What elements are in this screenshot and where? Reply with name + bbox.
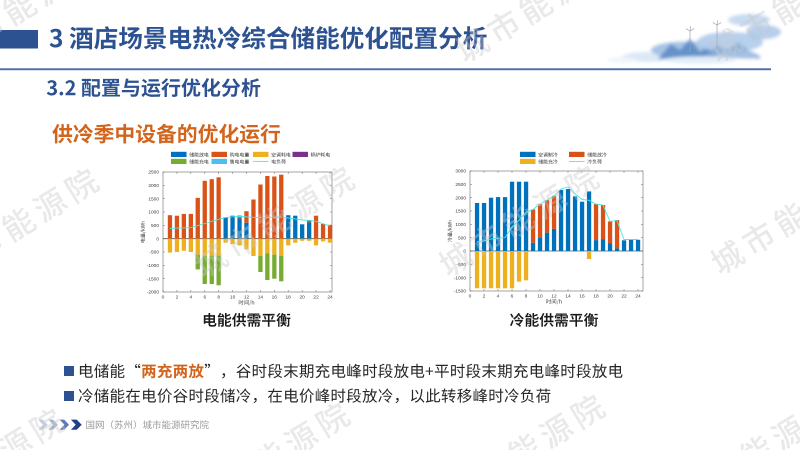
svg-text:1000: 1000	[148, 210, 159, 216]
svg-text:3000: 3000	[455, 169, 466, 175]
svg-text:4: 4	[189, 295, 192, 301]
svg-text:-1000: -1000	[147, 263, 160, 269]
svg-text:10: 10	[537, 294, 543, 300]
svg-text:10: 10	[230, 295, 236, 301]
svg-text:1500: 1500	[148, 196, 159, 202]
svg-text:0: 0	[156, 236, 159, 242]
svg-text:-1000: -1000	[454, 275, 467, 281]
svg-text:500: 500	[458, 235, 466, 241]
svg-text:-1500: -1500	[454, 289, 467, 295]
svg-text:2: 2	[176, 295, 179, 301]
svg-text:22: 22	[621, 294, 627, 300]
svg-text:16: 16	[579, 294, 585, 300]
svg-text:8: 8	[525, 294, 528, 300]
svg-text:-1500: -1500	[147, 276, 160, 282]
svg-text:20: 20	[607, 294, 613, 300]
svg-text:16: 16	[272, 295, 278, 301]
svg-text:24: 24	[635, 294, 641, 300]
svg-text:20: 20	[300, 295, 306, 301]
svg-text:2000: 2000	[148, 183, 159, 189]
svg-text:500: 500	[151, 223, 159, 229]
svg-text:18: 18	[286, 295, 292, 301]
svg-text:14: 14	[258, 295, 264, 301]
svg-text:18: 18	[593, 294, 599, 300]
svg-text:2: 2	[483, 294, 486, 300]
svg-text:2000: 2000	[455, 195, 466, 201]
svg-text:12: 12	[551, 294, 557, 300]
svg-text:14: 14	[565, 294, 571, 300]
svg-text:1500: 1500	[455, 209, 466, 215]
svg-text:-2000: -2000	[147, 290, 160, 296]
svg-text:4: 4	[497, 294, 500, 300]
svg-text:2500: 2500	[148, 170, 159, 176]
svg-text:6: 6	[511, 294, 514, 300]
svg-text:22: 22	[313, 295, 319, 301]
svg-text:6: 6	[203, 295, 206, 301]
svg-text:1000: 1000	[455, 222, 466, 228]
svg-text:12: 12	[244, 295, 250, 301]
svg-text:0: 0	[469, 294, 472, 300]
svg-text:-500: -500	[149, 250, 159, 256]
svg-text:0: 0	[162, 295, 165, 301]
svg-text:24: 24	[327, 295, 333, 301]
svg-text:8: 8	[217, 295, 220, 301]
svg-text:2500: 2500	[455, 182, 466, 188]
